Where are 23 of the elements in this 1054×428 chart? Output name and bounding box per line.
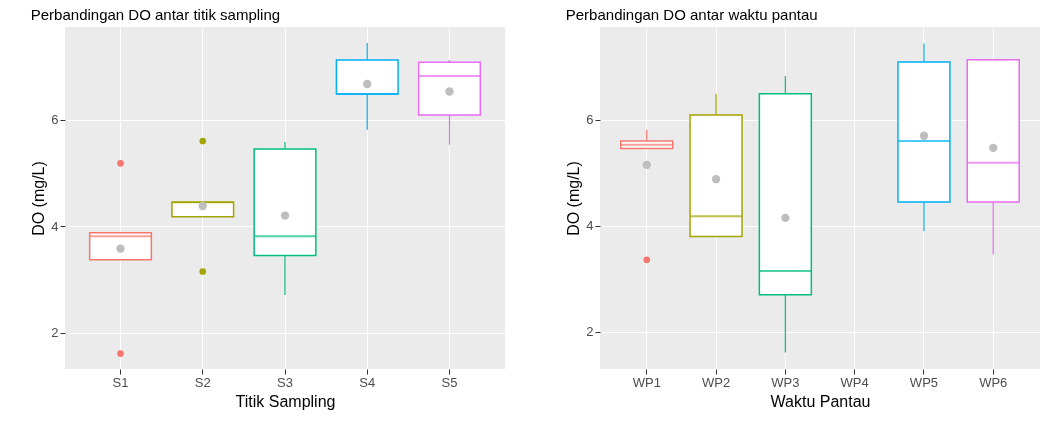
x-tick-label: WP3 — [771, 374, 800, 390]
x-tick-label: S1 — [112, 374, 129, 390]
y-tick-label: 4 — [586, 218, 594, 234]
x-tick-label: WP1 — [632, 374, 661, 390]
x-tick-label: S4 — [359, 374, 376, 390]
x-tick-label: WP6 — [979, 374, 1008, 390]
x-tick-label: S2 — [194, 374, 211, 390]
chart-title: Perbandingan DO antar titik sampling — [30, 6, 281, 23]
x-tick-label: WP5 — [909, 374, 939, 390]
x-axis-title: Titik Sampling — [235, 392, 336, 410]
y-tick-label: 2 — [586, 324, 594, 340]
y-axis-title: DO (mg/L) — [565, 161, 583, 236]
x-axis-title: Waktu Pantau — [770, 392, 871, 410]
y-tick-label: 2 — [51, 325, 59, 341]
y-axis-title: DO (mg/L) — [30, 161, 48, 236]
chart-title: Perbandingan DO antar waktu pantau — [565, 6, 818, 23]
x-tick-label: WP2 — [701, 374, 731, 390]
x-tick-label: WP4 — [840, 374, 869, 390]
y-tick-label: 4 — [51, 218, 59, 234]
x-tick-label: S5 — [441, 374, 458, 390]
x-tick-label: S3 — [277, 374, 293, 390]
y-tick-label: 6 — [51, 112, 59, 128]
y-tick-label: 6 — [586, 112, 594, 128]
